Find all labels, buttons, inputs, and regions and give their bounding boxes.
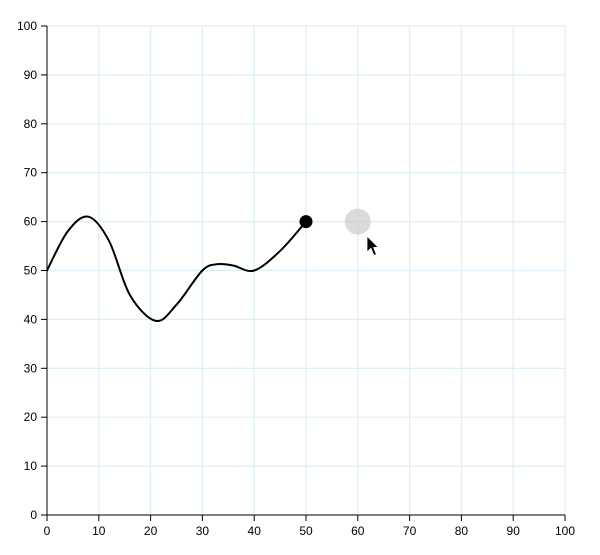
y-tick-label: 80 [24,117,38,131]
y-tick-label: 0 [30,508,37,522]
x-axis-ticks: 0 10 20 30 40 50 60 70 80 90 100 [44,515,575,538]
series-end-point[interactable] [299,215,313,229]
series-line [46,215,307,322]
y-tick-label: 60 [24,215,38,229]
x-tick-label: 60 [351,524,365,538]
y-tick-label: 30 [24,361,38,375]
y-tick-label: 40 [24,312,38,326]
y-axis-ticks: 0 10 20 30 40 50 60 70 80 90 100 [17,19,47,522]
arrow-cursor-icon [366,235,380,257]
x-tick-label: 0 [44,524,51,538]
y-tick-label: 10 [24,459,38,473]
y-tick-label: 90 [24,68,38,82]
y-tick-label: 70 [24,166,38,180]
x-tick-label: 30 [196,524,210,538]
series-layer [46,215,307,322]
y-tick-label: 20 [24,410,38,424]
x-tick-label: 50 [299,524,313,538]
y-tick-label: 50 [24,264,38,278]
x-tick-label: 20 [144,524,158,538]
horizontal-gridlines [47,25,565,467]
x-tick-label: 70 [403,524,417,538]
x-tick-label: 100 [555,524,575,538]
x-tick-label: 40 [248,524,262,538]
y-tick-label: 100 [17,19,37,33]
drag-target-point[interactable] [344,208,371,235]
x-tick-label: 80 [455,524,469,538]
x-tick-label: 90 [507,524,521,538]
x-tick-label: 10 [92,524,106,538]
